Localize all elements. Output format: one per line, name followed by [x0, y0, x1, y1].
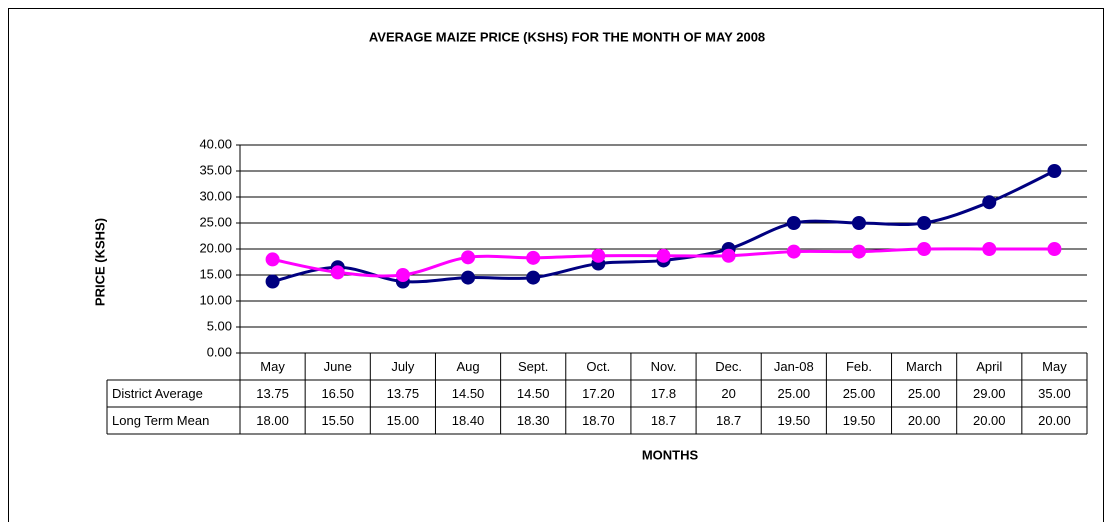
marker: [1047, 164, 1062, 178]
data-label: 15.00: [387, 413, 420, 428]
x-tick-label: May: [260, 359, 285, 374]
data-label: 25.00: [778, 386, 811, 401]
chart-frame: [8, 8, 1104, 522]
data-label: 15.50: [321, 413, 354, 428]
y-tick-label: 35.00: [199, 162, 232, 177]
x-tick-label: Aug: [456, 359, 479, 374]
marker: [265, 252, 280, 267]
marker: [461, 270, 476, 285]
marker: [395, 268, 410, 282]
data-label: 20.00: [1038, 413, 1071, 428]
data-label: 20.00: [973, 413, 1006, 428]
x-tick-label: May: [1042, 359, 1067, 374]
data-label: 14.50: [517, 386, 550, 401]
marker: [917, 216, 932, 230]
data-label: 13.75: [387, 386, 420, 401]
y-tick-label: 20.00: [199, 240, 232, 255]
data-label: 18.7: [651, 413, 676, 428]
marker: [330, 265, 345, 280]
marker: [656, 248, 671, 263]
data-label: 14.50: [452, 386, 485, 401]
marker: [461, 250, 476, 265]
y-tick-label: 30.00: [199, 188, 232, 203]
data-label: 20: [721, 386, 735, 401]
marker: [526, 270, 541, 285]
marker: [851, 216, 866, 230]
data-label: 18.7: [716, 413, 741, 428]
data-label: 19.50: [843, 413, 876, 428]
data-label: 17.8: [651, 386, 676, 401]
y-tick-label: 10.00: [199, 292, 232, 307]
y-tick-label: 40.00: [199, 136, 232, 151]
data-label: 17.20: [582, 386, 615, 401]
x-axis-label: MONTHS: [642, 447, 699, 462]
data-label: 16.50: [321, 386, 354, 401]
y-tick-label: 25.00: [199, 214, 232, 229]
marker: [721, 248, 736, 263]
x-tick-label: Nov.: [651, 359, 677, 374]
y-axis-label: PRICE (KSHS): [92, 218, 107, 306]
marker: [526, 250, 541, 265]
data-label: 18.70: [582, 413, 615, 428]
data-label: 18.30: [517, 413, 550, 428]
data-label: 18.00: [256, 413, 289, 428]
data-label: 25.00: [908, 386, 941, 401]
marker: [786, 216, 801, 230]
data-label: 29.00: [973, 386, 1006, 401]
y-tick-label: 0.00: [207, 344, 232, 359]
marker: [1047, 242, 1062, 256]
y-tick-label: 15.00: [199, 266, 232, 281]
x-tick-label: Sept.: [518, 359, 548, 374]
x-tick-label: March: [906, 359, 942, 374]
x-tick-label: Feb.: [846, 359, 872, 374]
marker: [982, 242, 997, 256]
x-tick-label: Oct.: [586, 359, 610, 374]
marker: [917, 242, 932, 256]
x-tick-label: June: [324, 359, 352, 374]
legend-label: Long Term Mean: [112, 413, 209, 428]
chart-title: AVERAGE MAIZE PRICE (KSHS) FOR THE MONTH…: [369, 29, 765, 44]
data-label: 13.75: [256, 386, 289, 401]
marker: [591, 248, 606, 263]
marker: [265, 274, 280, 289]
x-tick-label: Dec.: [715, 359, 742, 374]
legend-label: District Average: [112, 386, 203, 401]
x-tick-label: April: [976, 359, 1002, 374]
x-tick-label: July: [391, 359, 415, 374]
marker: [786, 244, 801, 259]
marker: [982, 195, 997, 210]
marker: [851, 244, 866, 259]
y-tick-label: 5.00: [207, 318, 232, 333]
data-label: 20.00: [908, 413, 941, 428]
data-label: 18.40: [452, 413, 485, 428]
data-label: 25.00: [843, 386, 876, 401]
x-tick-label: Jan-08: [774, 359, 814, 374]
data-label: 35.00: [1038, 386, 1071, 401]
data-label: 19.50: [778, 413, 811, 428]
